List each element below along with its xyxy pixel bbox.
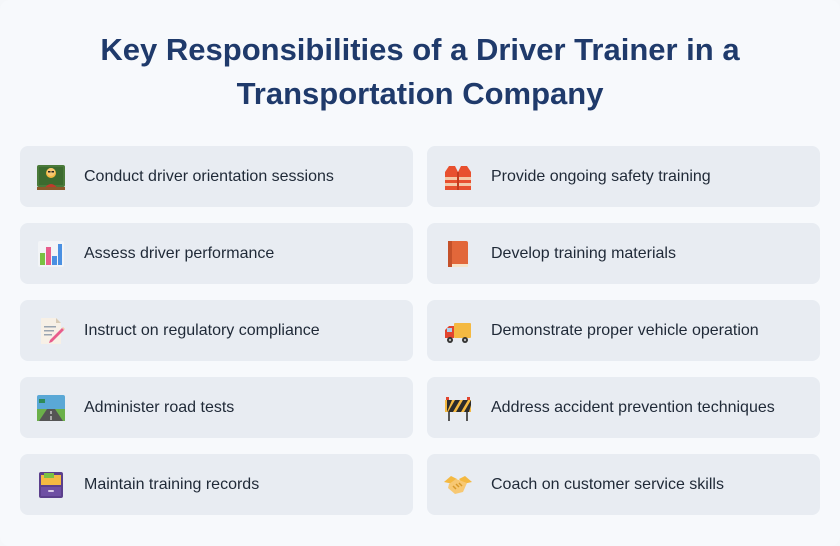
responsibility-label: Develop training materials: [491, 244, 676, 262]
responsibility-label: Maintain training records: [84, 475, 260, 493]
responsibility-card: Maintain training records: [20, 454, 413, 515]
motorway-icon: [36, 393, 66, 423]
responsibility-label: Provide ongoing safety training: [491, 167, 711, 185]
memo-icon: [36, 316, 66, 346]
responsibility-card: Instruct on regulatory compliance: [20, 300, 413, 361]
responsibilities-grid: Conduct driver orientation sessions Prov…: [20, 146, 820, 515]
construction-barrier-icon: [443, 393, 473, 423]
responsibility-card: Coach on customer service skills: [427, 454, 820, 515]
responsibility-label: Address accident prevention techniques: [491, 398, 775, 416]
safety-vest-icon: [443, 162, 473, 192]
responsibility-card: Demonstrate proper vehicle operation: [427, 300, 820, 361]
responsibility-card: Administer road tests: [20, 377, 413, 438]
page-title: Key Responsibilities of a Driver Trainer…: [0, 28, 840, 116]
responsibility-card: Address accident prevention techniques: [427, 377, 820, 438]
title-line-1: Key Responsibilities of a Driver Trainer…: [100, 32, 740, 67]
responsibility-label: Coach on customer service skills: [491, 475, 724, 493]
responsibility-card: Conduct driver orientation sessions: [20, 146, 413, 207]
bar-chart-icon: [36, 239, 66, 269]
responsibility-card: Assess driver performance: [20, 223, 413, 284]
delivery-truck-icon: [443, 316, 473, 346]
responsibility-label: Conduct driver orientation sessions: [84, 167, 334, 185]
responsibility-card: Develop training materials: [427, 223, 820, 284]
book-icon: [443, 239, 473, 269]
file-cabinet-icon: [36, 470, 66, 500]
responsibility-label: Administer road tests: [84, 398, 235, 416]
responsibility-card: Provide ongoing safety training: [427, 146, 820, 207]
handshake-icon: [443, 470, 473, 500]
title-line-2: Transportation Company: [236, 76, 604, 111]
responsibility-label: Demonstrate proper vehicle operation: [491, 321, 759, 339]
responsibility-label: Instruct on regulatory compliance: [84, 321, 320, 339]
responsibility-label: Assess driver performance: [84, 244, 275, 262]
teacher-icon: [36, 162, 66, 192]
